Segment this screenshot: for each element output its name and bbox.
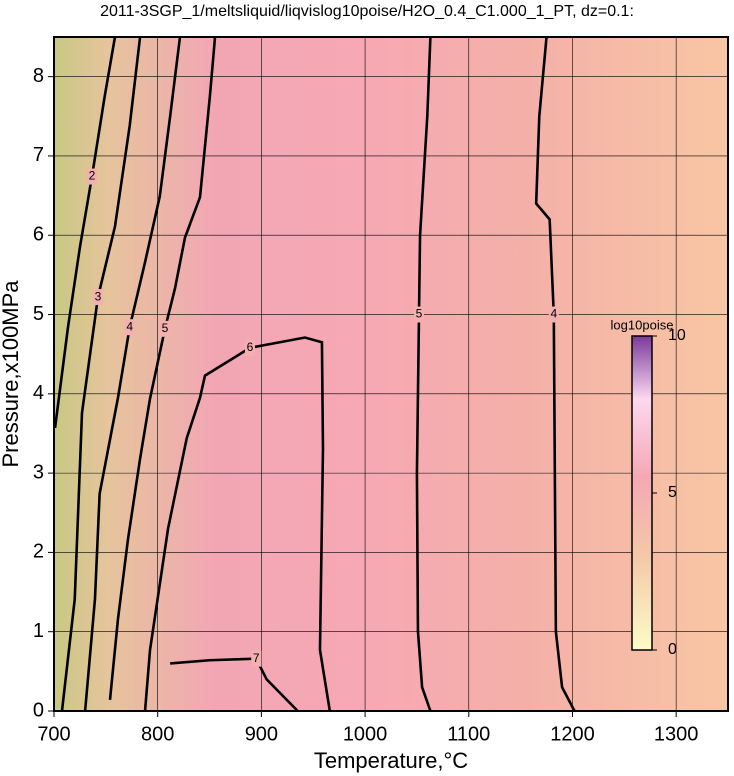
contour-label-bg [413, 306, 424, 323]
y-tick-label: 7 [33, 144, 44, 166]
y-tick-label: 4 [33, 382, 44, 404]
y-tick-label: 8 [33, 65, 44, 87]
colorbar [631, 335, 653, 651]
colorbar-tick-label: 0 [668, 641, 677, 658]
contour-label: 4 [550, 307, 557, 321]
x-tick-label: 1300 [654, 723, 699, 745]
contour-label: 6 [247, 340, 254, 354]
plot-frame [53, 36, 729, 712]
contour-label-bg [244, 339, 255, 356]
y-tick-label: 2 [33, 541, 44, 563]
y-axis-label: Pressure,x100MPa [0, 280, 23, 468]
contour-label-bg [159, 320, 170, 337]
colorbar-label: log10poise [611, 317, 674, 332]
colorbar-tick-label: 10 [668, 327, 686, 344]
x-tick-label: 700 [37, 723, 70, 745]
contour-label-bg [548, 306, 559, 323]
contour-label: 3 [95, 289, 102, 303]
contour-line [53, 36, 117, 429]
x-tick-label: 1200 [550, 723, 595, 745]
contour-label: 2 [89, 169, 96, 183]
chart-title: 2011-3SGP_1/meltsliquid/liqvislog10poise… [100, 3, 634, 20]
contour-label-bg [251, 650, 262, 667]
y-tick-label: 3 [33, 461, 44, 483]
y-tick-label: 5 [33, 303, 44, 325]
contour-line [143, 336, 332, 712]
x-tick-label: 1000 [343, 723, 388, 745]
contour-label: 4 [126, 319, 133, 333]
contour-label-bg [86, 168, 97, 185]
x-tick-label: 800 [141, 723, 174, 745]
contour-label: 5 [416, 307, 423, 321]
x-tick-label: 900 [245, 723, 278, 745]
contour-label-bg [92, 289, 103, 306]
contour-label-bg [124, 319, 135, 336]
x-axis-label: Temperature,°C [314, 748, 468, 773]
colorbar-tick-label: 5 [668, 484, 677, 501]
y-tick-label: 6 [33, 224, 44, 246]
contour-label: 7 [253, 651, 260, 665]
contour-line [415, 36, 432, 712]
contour-label: 5 [162, 321, 169, 335]
x-tick-label: 1100 [447, 723, 490, 745]
y-tick-label: 0 [33, 699, 44, 721]
y-tick-label: 1 [33, 620, 44, 642]
